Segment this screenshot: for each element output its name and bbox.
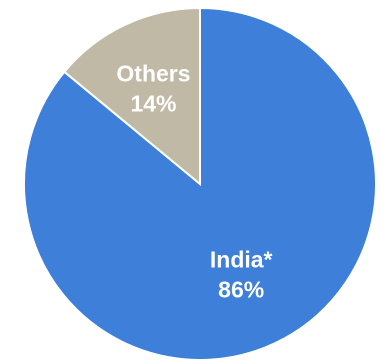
- pie-slices: [23, 6, 377, 360]
- slice-value-others: 14%: [130, 90, 176, 116]
- slice-value-india: 86%: [218, 277, 264, 303]
- pie-labels: India* 86% Others 14%: [116, 60, 272, 302]
- pie-slice-others: [62, 6, 201, 187]
- pie-slice-india: [23, 6, 377, 360]
- slice-label-others: Others: [116, 60, 190, 86]
- slice-label-india: India*: [210, 247, 273, 273]
